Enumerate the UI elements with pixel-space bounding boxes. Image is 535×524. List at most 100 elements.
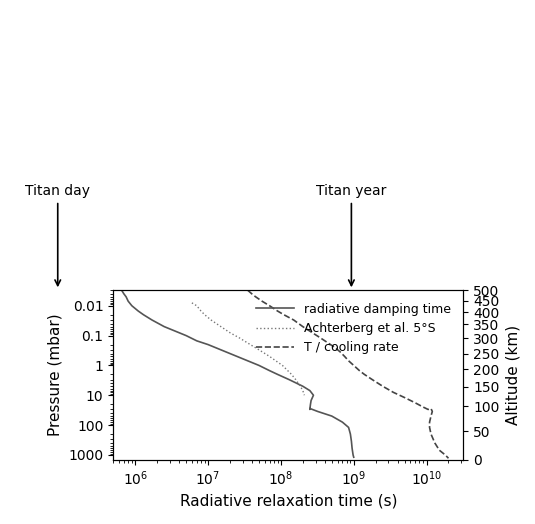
Achterberg et al. 5°S <box>236 335 243 341</box>
radiative damping time <box>149 317 155 323</box>
Line: Achterberg et al. 5°S: Achterberg et al. 5°S <box>192 303 304 395</box>
radiative damping time <box>308 397 315 403</box>
radiative damping time <box>315 408 321 414</box>
radiative damping time <box>183 332 189 339</box>
radiative damping time <box>125 298 132 304</box>
radiative damping time <box>128 303 135 309</box>
radiative damping time <box>307 404 314 410</box>
radiative damping time <box>266 367 273 374</box>
Achterberg et al. 5°S <box>297 383 303 389</box>
radiative damping time <box>140 312 147 318</box>
T / cooling rate <box>291 317 297 323</box>
T / cooling rate <box>425 406 431 412</box>
radiative damping time <box>118 287 125 293</box>
Y-axis label: Altitude (km): Altitude (km) <box>505 325 520 425</box>
radiative damping time <box>300 383 306 389</box>
Achterberg et al. 5°S <box>293 377 299 383</box>
X-axis label: Radiative relaxation time (s): Radiative relaxation time (s) <box>180 494 397 509</box>
radiative damping time <box>274 371 281 377</box>
Achterberg et al. 5°S <box>218 323 224 330</box>
radiative damping time <box>218 347 224 353</box>
T / cooling rate <box>426 419 433 425</box>
T / cooling rate <box>379 383 386 389</box>
T / cooling rate <box>325 340 332 346</box>
T / cooling rate <box>361 371 368 377</box>
T / cooling rate <box>346 358 352 364</box>
T / cooling rate <box>428 431 434 437</box>
radiative damping time <box>161 323 167 330</box>
radiative damping time <box>121 291 127 297</box>
radiative damping time <box>307 387 313 394</box>
T / cooling rate <box>309 330 316 336</box>
radiative damping time <box>350 454 357 461</box>
Achterberg et al. 5°S <box>202 312 208 318</box>
radiative damping time <box>350 452 356 458</box>
radiative damping time <box>349 445 355 451</box>
Achterberg et al. 5°S <box>208 317 214 323</box>
radiative damping time <box>310 392 317 398</box>
radiative damping time <box>307 401 314 407</box>
T / cooling rate <box>426 424 433 431</box>
radiative damping time <box>286 377 293 383</box>
T / cooling rate <box>259 298 265 304</box>
Achterberg et al. 5°S <box>247 342 254 348</box>
T / cooling rate <box>442 452 448 458</box>
radiative damping time <box>328 413 335 419</box>
T / cooling rate <box>317 335 324 341</box>
T / cooling rate <box>429 408 435 414</box>
Text: Titan day: Titan day <box>25 184 90 198</box>
Y-axis label: Pressure (mbar): Pressure (mbar) <box>48 314 63 436</box>
Achterberg et al. 5°S <box>256 347 262 353</box>
Achterberg et al. 5°S <box>266 353 273 359</box>
T / cooling rate <box>350 362 357 368</box>
T / cooling rate <box>436 447 442 453</box>
T / cooling rate <box>337 348 343 355</box>
Achterberg et al. 5°S <box>272 358 279 364</box>
Achterberg et al. 5°S <box>279 362 286 368</box>
T / cooling rate <box>412 400 418 406</box>
T / cooling rate <box>432 440 438 446</box>
T / cooling rate <box>253 293 259 300</box>
Achterberg et al. 5°S <box>227 330 233 336</box>
T / cooling rate <box>274 308 281 314</box>
T / cooling rate <box>445 455 452 462</box>
radiative damping time <box>244 358 251 364</box>
radiative damping time <box>346 424 352 431</box>
radiative damping time <box>205 342 211 348</box>
radiative damping time <box>307 406 314 412</box>
T / cooling rate <box>428 406 434 412</box>
T / cooling rate <box>332 344 338 351</box>
T / cooling rate <box>369 377 376 383</box>
Legend: radiative damping time, Achterberg et al. 5°S, T / cooling rate: radiative damping time, Achterberg et al… <box>250 297 457 361</box>
T / cooling rate <box>244 287 251 293</box>
T / cooling rate <box>428 413 434 419</box>
radiative damping time <box>194 337 200 344</box>
T / cooling rate <box>420 404 426 410</box>
T / cooling rate <box>356 367 363 374</box>
Line: radiative damping time: radiative damping time <box>121 290 354 457</box>
radiative damping time <box>256 362 262 368</box>
Achterberg et al. 5°S <box>301 392 308 398</box>
radiative damping time <box>234 353 240 359</box>
T / cooling rate <box>401 395 408 401</box>
Achterberg et al. 5°S <box>189 300 195 306</box>
T / cooling rate <box>249 291 255 297</box>
Achterberg et al. 5°S <box>300 387 306 394</box>
T / cooling rate <box>390 389 396 396</box>
Achterberg et al. 5°S <box>198 308 204 314</box>
radiative damping time <box>172 328 178 334</box>
T / cooling rate <box>266 303 273 309</box>
radiative damping time <box>347 431 354 437</box>
T / cooling rate <box>281 312 287 318</box>
radiative damping time <box>339 419 346 425</box>
T / cooling rate <box>300 323 306 330</box>
radiative damping time <box>123 293 129 300</box>
radiative damping time <box>348 438 355 444</box>
Line: T / cooling rate: T / cooling rate <box>248 290 448 458</box>
Text: Titan year: Titan year <box>316 184 387 198</box>
Achterberg et al. 5°S <box>288 371 295 377</box>
T / cooling rate <box>341 353 348 359</box>
Achterberg et al. 5°S <box>194 303 200 309</box>
radiative damping time <box>307 406 313 412</box>
radiative damping time <box>135 308 141 314</box>
